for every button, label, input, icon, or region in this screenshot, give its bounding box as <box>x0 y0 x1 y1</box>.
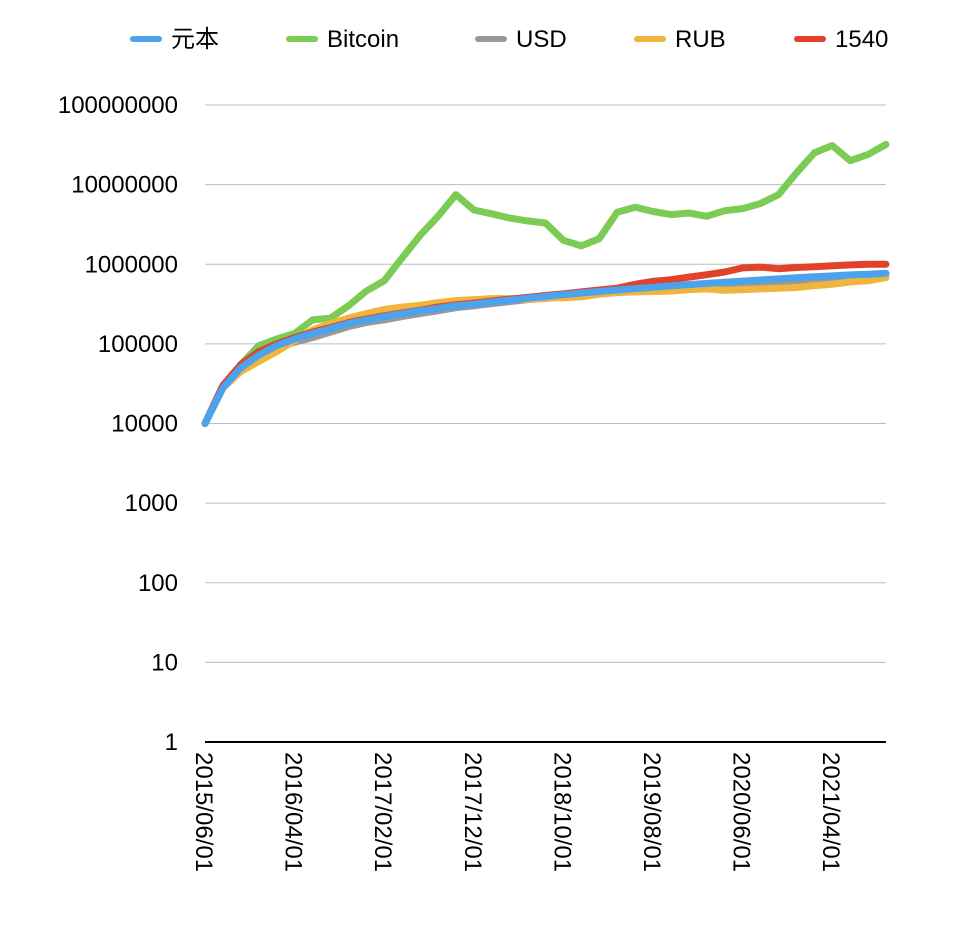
y-tick-label: 100000000 <box>58 92 178 119</box>
x-tick-label: 2017/02/01 <box>369 752 396 872</box>
legend-label: 1540 <box>835 26 888 53</box>
legend: 元本 Bitcoin USD RUB 1540 <box>130 26 888 53</box>
series-line-0 <box>201 140 890 427</box>
y-tick-label: 100000 <box>98 331 178 358</box>
series-lines <box>201 140 890 427</box>
legend-label: Bitcoin <box>327 26 399 53</box>
legend-item: 1540 <box>794 26 888 53</box>
x-tick-label-text: 2015/06/01 <box>190 752 217 872</box>
series-line-4 <box>201 269 890 427</box>
legend-item: RUB <box>634 26 726 53</box>
legend-item: 元本 <box>130 26 219 53</box>
x-tick-label-text: 2021/04/01 <box>817 752 844 872</box>
y-tick-label: 10000000 <box>71 172 178 199</box>
x-tick-label-text: 2018/10/01 <box>548 752 575 872</box>
x-tick-label: 2016/04/01 <box>280 752 307 872</box>
x-tick-label-text: 2016/04/01 <box>280 752 307 872</box>
x-tick-label: 2015/06/01 <box>190 752 217 872</box>
x-tick-label: 2019/08/01 <box>638 752 665 872</box>
x-axis-tick-labels: 2015/06/01 2016/04/01 2017/02/01 2017/12/01… <box>190 752 844 872</box>
y-tick-label: 10000 <box>111 411 178 438</box>
y-tick-label: 1000000 <box>85 251 178 278</box>
legend-label: 元本 <box>171 26 219 53</box>
y-tick-label: 1000 <box>125 490 178 517</box>
x-tick-label: 2018/10/01 <box>548 752 575 872</box>
x-tick-label: 2021/04/01 <box>817 752 844 872</box>
x-tick-label-text: 2020/06/01 <box>728 752 755 872</box>
y-tick-label: 1 <box>165 729 178 756</box>
legend-label: RUB <box>675 26 726 53</box>
x-tick-label-text: 2017/02/01 <box>369 752 396 872</box>
x-tick-label: 2017/12/01 <box>459 752 486 872</box>
legend-item: Bitcoin <box>286 26 399 53</box>
y-tick-label: 100 <box>138 570 178 597</box>
x-tick-label-text: 2017/12/01 <box>459 752 486 872</box>
x-tick-label: 2020/06/01 <box>728 752 755 872</box>
grid-lines <box>205 104 886 663</box>
y-tick-label: 10 <box>151 649 178 676</box>
legend-item: USD <box>475 26 567 53</box>
y-axis-tick-labels: 1 10 100 1000 10000 100000 1000000 10000000 1000… <box>58 92 178 756</box>
legend-label: USD <box>516 26 567 53</box>
x-tick-label-text: 2019/08/01 <box>638 752 665 872</box>
